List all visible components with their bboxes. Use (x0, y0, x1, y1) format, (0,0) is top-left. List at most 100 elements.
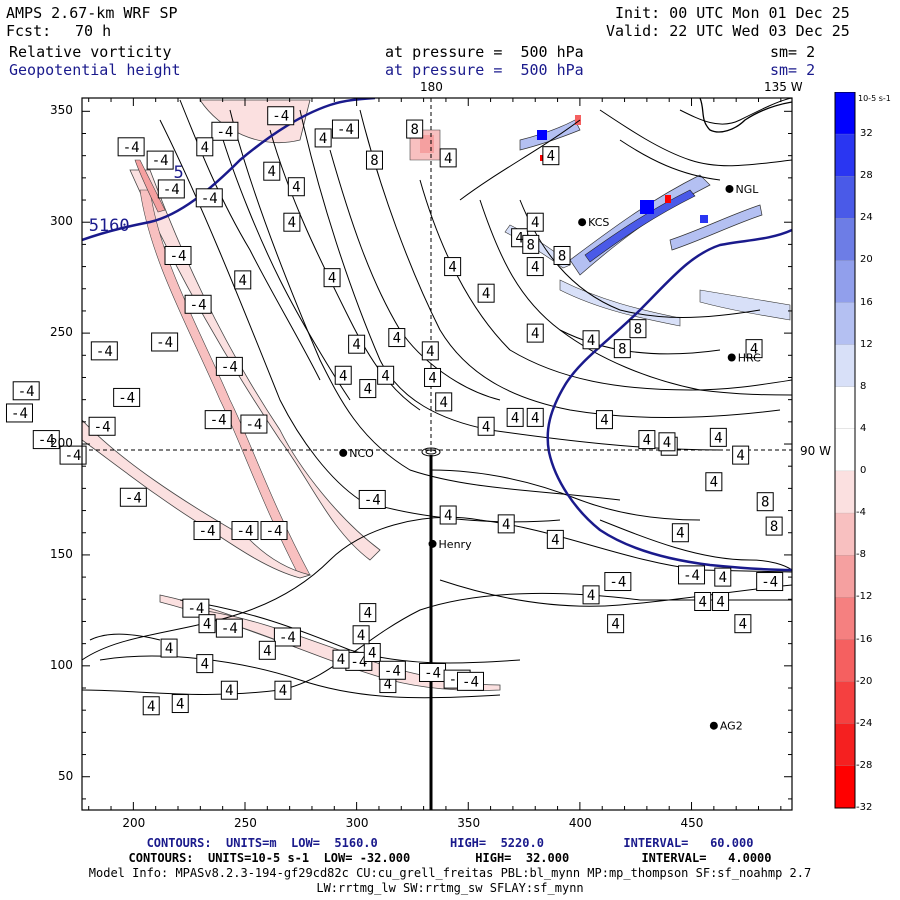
colorbar-swatch (835, 218, 855, 261)
field1-name: Relative vorticity (9, 43, 172, 61)
contour-label: -4 (146, 150, 174, 170)
contour-label: -4 (215, 356, 243, 376)
svg-text:-4: -4 (683, 568, 700, 584)
station-henry: Henry (428, 538, 472, 551)
y-tick-label: 150 (50, 546, 73, 561)
svg-text:4: 4 (547, 149, 555, 165)
contour-label: -4 (151, 332, 179, 352)
contour-label: 4 (526, 407, 544, 427)
contour-label: -4 (90, 341, 118, 361)
colorbar-label: -24 (856, 717, 873, 729)
forecast-label: Fcst: (6, 22, 52, 40)
contour-label: 4 (359, 603, 377, 623)
footer-model-info: Model Info: MPASv8.2.3-194-gf29cd82c CU:… (88, 866, 812, 880)
contour-label: -4 (193, 521, 221, 541)
svg-text:-4: -4 (170, 248, 187, 264)
svg-text:8: 8 (370, 153, 378, 169)
colorbar-swatch (835, 639, 855, 682)
contour-label: 8 (765, 516, 783, 536)
vorticity-contour (459, 119, 581, 201)
svg-text:4: 4 (328, 271, 336, 287)
vorticity-contour (429, 469, 701, 521)
contour-label: 4 (714, 567, 732, 587)
colorbar-label: -4 (856, 507, 866, 519)
contour-label: 8 (365, 150, 383, 170)
svg-text:-4: -4 (266, 524, 283, 540)
station-hrc: HRC (727, 352, 761, 365)
svg-text:-4: -4 (123, 140, 140, 156)
svg-text:NGL: NGL (735, 183, 759, 196)
contour-label: 4 (705, 472, 723, 492)
svg-text:4: 4 (531, 326, 539, 342)
colorbar-swatch (835, 134, 855, 177)
colorbar-swatch (835, 681, 855, 724)
x-tick-label: 200 (122, 816, 146, 830)
svg-text:-4: -4 (216, 124, 233, 140)
pos-vorticity-cell (640, 200, 654, 214)
colorbar-label: 20 (860, 254, 873, 266)
svg-text:4: 4 (201, 657, 209, 673)
contour-label: 4 (196, 654, 214, 674)
svg-text:-4: -4 (163, 182, 180, 198)
svg-text:4: 4 (502, 517, 510, 533)
vorticity-contour (82, 516, 792, 661)
colorbar-label: -28 (856, 759, 873, 771)
map-title: AMPS 2.67-km WRF SP (6, 4, 178, 22)
contour-label: -4 (164, 245, 192, 265)
field2-smoothing: sm= 2 (770, 61, 816, 79)
svg-text:-4: -4 (156, 335, 173, 351)
contour-label: 4 (439, 148, 457, 168)
svg-text:4: 4 (750, 342, 758, 358)
coastline (699, 98, 792, 133)
svg-text:4: 4 (225, 683, 233, 699)
svg-text:4: 4 (698, 595, 706, 611)
contour-label: 4 (477, 416, 495, 436)
svg-text:4: 4 (482, 419, 490, 435)
field1-smoothing: sm= 2 (770, 43, 816, 61)
svg-text:4: 4 (643, 433, 651, 449)
svg-text:8: 8 (634, 322, 642, 338)
contour-label: 4 (526, 323, 544, 343)
colorbar-swatch (835, 260, 855, 303)
colorbar-swatch (835, 513, 855, 556)
contour-label: 4 (424, 367, 442, 387)
contour-label: 4 (323, 268, 341, 288)
colorbar-label: 0 (860, 465, 867, 477)
svg-text:8: 8 (527, 237, 535, 253)
contour-label: 4 (477, 283, 495, 303)
pos-vorticity-band (584, 189, 696, 263)
svg-text:4: 4 (676, 526, 684, 542)
colorbar-label: -32 (856, 802, 873, 813)
meridian-135w-label: 135 W (764, 80, 803, 94)
svg-text:-4: -4 (125, 490, 142, 506)
contour-label: -4 (59, 445, 87, 465)
svg-text:4: 4 (239, 273, 247, 289)
contour-label: 4 (274, 680, 292, 700)
contour-label: -4 (88, 416, 116, 436)
field2-name: Geopotential height (9, 61, 181, 79)
colorbar-label: 12 (860, 338, 873, 350)
vorticity-contour (299, 109, 721, 451)
contour-label: -4 (32, 430, 60, 450)
colorbar-label: -8 (856, 549, 866, 561)
svg-text:-4: -4 (152, 153, 169, 169)
contour-label: 4 (314, 128, 332, 148)
neg-vorticity-cell (665, 195, 671, 203)
svg-text:-4: -4 (245, 417, 262, 433)
svg-text:HRC: HRC (738, 352, 761, 365)
colorbar-swatch (835, 765, 855, 808)
contour-label: -4 (231, 521, 259, 541)
svg-text:4: 4 (439, 395, 447, 411)
svg-text:-4: -4 (221, 621, 238, 637)
contour-label: 4 (658, 432, 676, 452)
svg-text:KCS: KCS (588, 216, 609, 229)
colorbar-swatch (835, 176, 855, 219)
contour-label: 4 (444, 257, 462, 277)
svg-text:8: 8 (410, 122, 418, 138)
pos-vorticity-cell (537, 130, 547, 140)
contour-label: -4 (756, 572, 784, 592)
svg-text:4: 4 (352, 337, 360, 353)
contour-label: -4 (211, 121, 239, 141)
svg-text:4: 4 (587, 333, 595, 349)
y-tick-label: 200 (50, 436, 73, 451)
